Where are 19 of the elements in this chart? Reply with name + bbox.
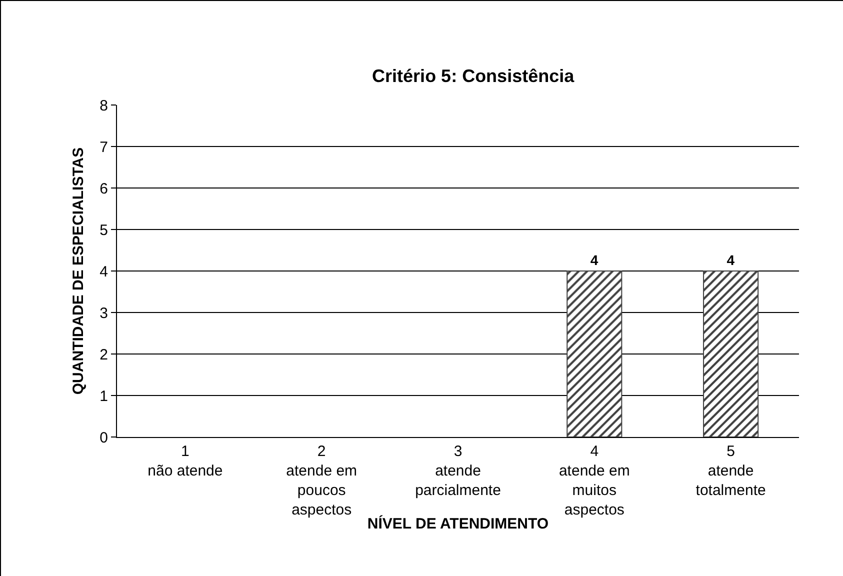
y-tick-label: 8 [100, 97, 108, 114]
x-tick-label: 5 atende totalmente [696, 443, 766, 499]
y-tick-label: 6 [100, 180, 108, 198]
y-tick-label: 0 [100, 429, 108, 446]
y-tick-label: 5 [100, 222, 108, 239]
data-label: 4 [590, 252, 598, 268]
y-tick-label: 3 [100, 304, 108, 322]
chart-title: Critério 5: Consistência [372, 66, 576, 86]
data-label: 4 [726, 252, 735, 268]
y-tick-label: 1 [100, 388, 108, 405]
x-axis-title: NÍVEL DE ATENDIMENTO [367, 514, 549, 532]
x-tick-label: 2 atende em poucos aspectos [286, 443, 358, 518]
y-tick-label: 7 [100, 138, 108, 156]
y-axis-title: QUANTIDADE DE ESPECIALISTAS [70, 147, 87, 395]
y-tick-label: 2 [100, 346, 108, 364]
x-tick-label: 3 atende parcialmente [415, 443, 501, 499]
x-tick-label: 1 não atende [148, 443, 223, 480]
x-tick-label: 4 atende em muitos aspectos [558, 443, 630, 518]
y-tick-label: 4 [100, 263, 108, 280]
